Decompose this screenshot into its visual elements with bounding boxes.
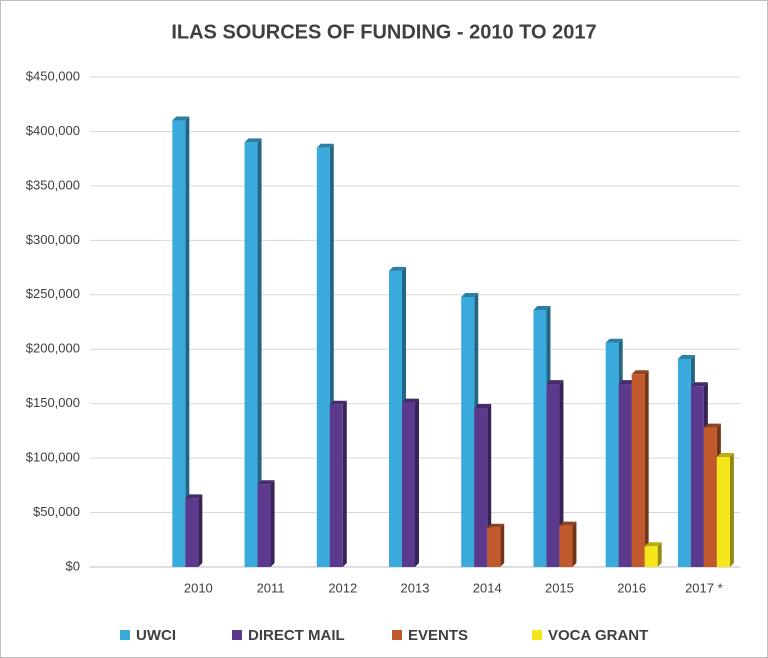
bar-top <box>618 380 636 385</box>
bar-top <box>474 404 492 409</box>
bar-top <box>329 400 347 405</box>
bar <box>546 384 560 567</box>
bar <box>402 402 415 567</box>
legend-swatch <box>232 630 242 640</box>
bar <box>389 270 402 567</box>
bar-top <box>487 523 505 528</box>
legend-label: EVENTS <box>408 627 468 644</box>
bar-side <box>185 116 190 568</box>
bar <box>644 546 658 567</box>
bar-side <box>270 480 275 567</box>
bar-top <box>389 266 406 271</box>
bar <box>461 296 475 567</box>
bar-side <box>415 398 419 567</box>
legend-swatch <box>120 630 130 640</box>
bar <box>172 120 186 568</box>
y-tick-label: $450,000 <box>26 68 80 83</box>
bar <box>329 404 343 567</box>
legend-swatch <box>392 630 402 640</box>
bar <box>716 457 730 567</box>
bar-top <box>402 398 419 403</box>
x-tick-label: 2011 <box>257 580 285 595</box>
bar <box>690 386 704 567</box>
legend-label: VOCA GRANT <box>548 627 648 644</box>
x-tick-label: 2014 <box>473 580 502 595</box>
bar-top <box>677 355 695 360</box>
bar <box>244 142 258 568</box>
bar <box>185 498 199 567</box>
x-tick-label: 2010 <box>184 580 213 595</box>
bar-top <box>257 480 275 485</box>
legend-label: UWCI <box>136 627 176 644</box>
bar <box>703 427 717 567</box>
y-tick-label: $300,000 <box>26 232 80 247</box>
bar <box>618 384 632 567</box>
legend-label: DIRECT MAIL <box>248 627 345 644</box>
bar <box>316 147 330 567</box>
bar <box>677 359 691 567</box>
bar-side <box>500 523 505 567</box>
x-tick-label: 2013 <box>401 580 430 595</box>
x-tick-label: 2012 <box>328 580 357 595</box>
x-tick-label: 2017 * <box>685 580 723 595</box>
bar <box>487 527 501 567</box>
bar-side <box>729 453 734 567</box>
bar <box>533 310 547 567</box>
bar-side <box>342 400 347 567</box>
y-tick-label: $350,000 <box>26 177 80 192</box>
bar-side <box>257 138 262 568</box>
bar-top <box>185 494 203 499</box>
bar-side <box>198 494 203 567</box>
x-tick-label: 2015 <box>545 580 574 595</box>
chart-title: ILAS SOURCES OF FUNDING - 2010 TO 2017 <box>171 21 596 43</box>
bar-top <box>690 382 708 387</box>
bar <box>605 342 619 567</box>
bar-top <box>631 370 649 375</box>
bar-top <box>644 542 662 547</box>
bar-side <box>572 521 577 567</box>
bar <box>631 374 645 567</box>
bar-top <box>461 292 479 297</box>
bar <box>559 525 573 567</box>
y-tick-label: $250,000 <box>26 286 80 301</box>
x-tick-label: 2016 <box>617 580 646 595</box>
bar-side <box>657 542 662 567</box>
bar-top <box>546 380 564 385</box>
bar-top <box>605 338 623 343</box>
y-tick-label: $100,000 <box>26 450 80 465</box>
y-tick-label: $400,000 <box>26 123 80 138</box>
bar-top <box>559 521 577 526</box>
bar-side <box>559 380 564 567</box>
bar-top <box>244 138 262 143</box>
bar <box>474 408 488 567</box>
bar-top <box>716 453 734 458</box>
bar-top <box>172 116 190 121</box>
legend-swatch <box>532 630 542 640</box>
bar-side <box>644 370 649 567</box>
bar-top <box>703 423 721 428</box>
y-tick-label: $150,000 <box>26 395 80 410</box>
y-tick-label: $0 <box>66 558 80 573</box>
y-tick-label: $200,000 <box>26 341 80 356</box>
bar-top <box>533 306 551 311</box>
bar <box>257 484 271 567</box>
y-tick-label: $50,000 <box>33 504 80 519</box>
bar-top <box>316 143 334 148</box>
